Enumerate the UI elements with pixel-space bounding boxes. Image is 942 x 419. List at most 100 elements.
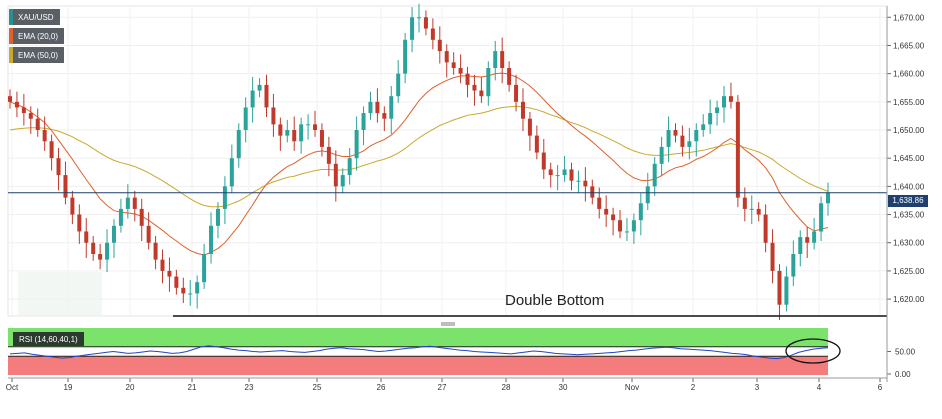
candle-body xyxy=(125,197,130,209)
x-tick-label: 3 xyxy=(755,383,760,392)
candle-body xyxy=(673,130,678,136)
candle-body xyxy=(382,113,387,119)
x-tick-label: 6 xyxy=(878,383,883,392)
candle-body xyxy=(167,270,172,277)
candle-body xyxy=(299,124,304,142)
candle-body xyxy=(139,208,144,226)
candle-body xyxy=(118,208,123,226)
candle-body xyxy=(195,282,200,294)
x-tick-label: 19 xyxy=(64,383,73,392)
legend-ema50[interactable]: EMA (50,0) xyxy=(9,47,65,63)
candle-body xyxy=(666,130,671,147)
candle-body xyxy=(292,130,297,142)
candle-body xyxy=(735,101,740,198)
candle-body xyxy=(326,146,331,164)
candle-body xyxy=(763,214,768,243)
x-tick-label: 27 xyxy=(438,383,447,392)
candle-body xyxy=(63,175,68,198)
y-tick-label: 1,650.00 xyxy=(893,126,925,135)
candle-body xyxy=(77,214,82,232)
candle-body xyxy=(631,220,636,232)
candle-body xyxy=(313,124,318,130)
y-tick-label: 1,625.00 xyxy=(893,267,925,276)
rsi-highlight-ellipse xyxy=(785,338,841,364)
candle-body xyxy=(70,197,75,215)
x-tick-label: Nov xyxy=(625,383,639,392)
y-tick-label: 1,635.00 xyxy=(893,211,925,220)
legend-swatch xyxy=(9,9,13,25)
candle-body xyxy=(611,214,616,221)
candle-body xyxy=(209,225,214,254)
candle-body xyxy=(437,39,442,52)
watermark-logo xyxy=(18,272,102,316)
rsi-line xyxy=(9,345,829,360)
candle-body xyxy=(805,237,810,243)
candle-body xyxy=(770,242,775,271)
candle-body xyxy=(174,276,179,288)
candle-body xyxy=(181,287,186,294)
candle-body xyxy=(576,180,581,182)
rsi-panel: 50.00 0.00 xyxy=(8,328,916,379)
candle-body xyxy=(590,186,595,198)
candle-body xyxy=(784,276,789,305)
candle-body xyxy=(756,208,761,215)
ema50-line xyxy=(9,105,829,208)
y-tick-label: 1,665.00 xyxy=(893,41,925,50)
x-tick-label: 23 xyxy=(245,383,254,392)
candle-body xyxy=(472,84,477,91)
panel-resize-handle xyxy=(441,322,455,326)
candle-body xyxy=(285,130,290,136)
candle-body xyxy=(35,118,40,130)
candle-body xyxy=(361,113,366,130)
candle-body xyxy=(680,135,685,147)
candle-body xyxy=(527,118,532,136)
candle-body xyxy=(222,186,227,209)
candle-body xyxy=(715,107,720,114)
candle-body xyxy=(375,101,380,114)
candle-body xyxy=(493,51,498,68)
candle-body xyxy=(507,68,512,85)
candle-body xyxy=(486,68,491,97)
y-tick-label: 1,645.00 xyxy=(893,154,925,163)
candle-body xyxy=(278,124,283,136)
candle-body xyxy=(458,68,463,74)
x-tick-label: 2 xyxy=(691,383,696,392)
candle-body xyxy=(271,107,276,125)
candle-body xyxy=(597,197,602,209)
candle-body xyxy=(410,17,415,40)
candle-body xyxy=(520,101,525,119)
y-tick-label: 1,655.00 xyxy=(893,98,925,107)
candle-body xyxy=(500,51,505,68)
candle-body xyxy=(479,90,484,97)
candle-body xyxy=(49,141,54,159)
legend-label: EMA (20,0) xyxy=(18,31,59,41)
legend-ema20[interactable]: EMA (20,0) xyxy=(9,28,65,44)
x-tick-label: 4 xyxy=(817,383,822,392)
candle-body xyxy=(749,208,754,210)
candle-body xyxy=(604,208,609,215)
candle-body xyxy=(368,101,373,114)
candle-body xyxy=(21,107,26,114)
candle-body xyxy=(319,130,324,147)
candle-body xyxy=(243,107,248,130)
rsi-y-tick-label: 0.00 xyxy=(895,370,911,379)
double-bottom-annotation: Double Bottom xyxy=(505,292,605,309)
candle-body xyxy=(396,73,401,97)
y-tick-label: 1,630.00 xyxy=(893,239,925,248)
candle-body xyxy=(569,169,574,181)
rsi-y-tick-label: 50.00 xyxy=(895,348,916,357)
legend-xauusd[interactable]: XAU/USD xyxy=(9,9,60,25)
candle-body xyxy=(514,84,519,102)
x-tick-label: 26 xyxy=(377,383,386,392)
x-tick-label: 25 xyxy=(313,383,322,392)
candle-body xyxy=(306,124,311,126)
candle-body xyxy=(652,163,657,187)
candle-body xyxy=(659,146,664,164)
candle-body xyxy=(451,62,456,68)
candle-body xyxy=(742,197,747,209)
candle-body xyxy=(250,90,255,108)
candle-body xyxy=(160,259,165,271)
candle-body xyxy=(264,84,269,108)
legend-label: XAU/USD xyxy=(18,12,54,22)
rsi-oversold-zone xyxy=(8,356,828,375)
